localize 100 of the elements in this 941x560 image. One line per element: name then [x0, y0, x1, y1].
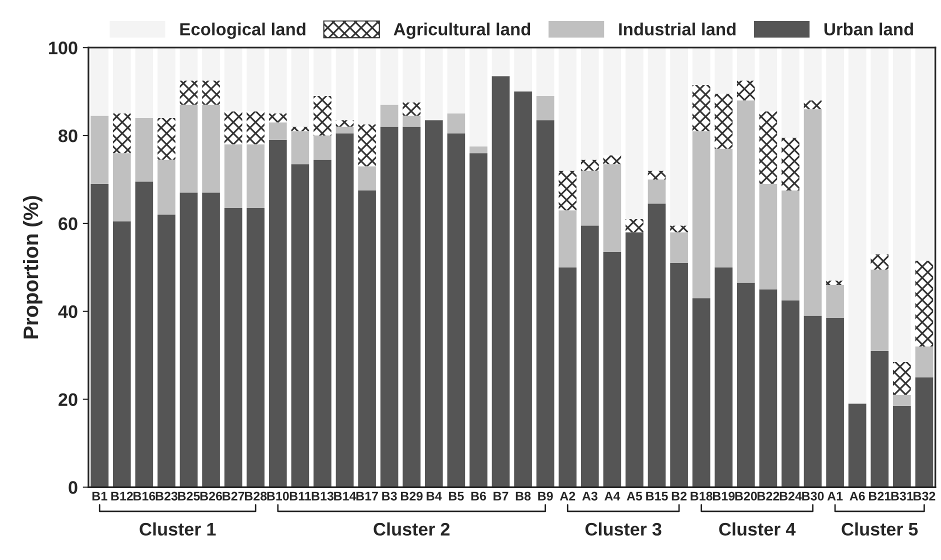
x-tick-label: B22	[758, 492, 780, 500]
x-tick-label: B17	[356, 492, 378, 500]
bar	[826, 318, 844, 488]
text: Cluster 3	[585, 522, 662, 536]
bar	[848, 404, 866, 488]
bar	[90, 184, 109, 488]
bar	[870, 254, 889, 270]
bar	[759, 48, 778, 112]
bar	[670, 226, 688, 232]
x-tick-label: A2	[560, 492, 576, 500]
bar	[447, 133, 466, 488]
bar	[714, 267, 733, 488]
bar	[158, 160, 176, 215]
bar	[759, 289, 778, 488]
bar	[893, 362, 911, 395]
bar	[492, 76, 510, 488]
bar	[447, 114, 466, 134]
bar	[893, 394, 911, 406]
text: Cluster 2	[374, 522, 450, 536]
bar	[670, 232, 688, 264]
bar	[536, 96, 554, 120]
bar	[268, 140, 287, 488]
bar	[246, 48, 265, 112]
bar	[135, 118, 154, 182]
bar	[558, 267, 577, 488]
bar	[380, 126, 398, 488]
bar	[915, 260, 934, 347]
bar	[536, 48, 554, 96]
y-tick-label: 40	[58, 305, 78, 318]
bar	[402, 48, 421, 103]
bar	[424, 48, 443, 120]
x-tick-label: B31	[891, 492, 914, 501]
bar	[224, 208, 242, 488]
bar	[202, 192, 220, 488]
y-tick-label: 0	[68, 481, 78, 494]
bar	[112, 221, 131, 488]
x-tick-label: B2	[672, 492, 687, 500]
bar	[358, 48, 376, 125]
legend-label: Ecological land	[180, 22, 306, 39]
y-axis-title: Proportion (%)	[22, 196, 42, 338]
bar	[580, 48, 599, 160]
bar	[558, 170, 577, 210]
bar	[180, 192, 198, 488]
bar	[580, 160, 599, 171]
x-tick-label: B15	[646, 492, 668, 501]
bar	[291, 131, 310, 164]
bar	[358, 166, 376, 190]
bar	[580, 170, 599, 226]
bar	[915, 48, 934, 261]
bar	[112, 114, 131, 154]
bar	[135, 48, 154, 118]
x-tick-label: B12	[111, 492, 133, 500]
x-tick-label: B9	[538, 492, 553, 501]
bar	[336, 126, 354, 134]
x-tick-label: B7	[494, 492, 508, 500]
y-tick-label: 100	[49, 42, 78, 54]
bar	[714, 148, 733, 268]
text: Cluster 1	[140, 522, 216, 536]
x-tick-label: A5	[626, 492, 642, 501]
bar	[158, 118, 176, 160]
bar	[202, 48, 220, 81]
bar	[470, 48, 488, 147]
bar	[447, 48, 466, 114]
bar	[358, 190, 376, 488]
bar	[402, 102, 421, 116]
bar	[626, 232, 644, 488]
bar	[915, 346, 934, 378]
bar	[336, 48, 354, 120]
bar	[291, 164, 310, 488]
bar	[314, 48, 332, 96]
x-tick-label: B11	[290, 492, 311, 500]
x-tick-label: B32	[914, 492, 936, 501]
bar	[314, 160, 332, 488]
bar	[648, 48, 666, 171]
y-tick-label: 20	[58, 393, 78, 406]
bar	[670, 263, 688, 488]
x-tick-label: B19	[713, 492, 735, 501]
x-tick-label: B3	[382, 492, 397, 501]
x-tick-label: B16	[134, 492, 156, 501]
x-tick-label: B30	[802, 492, 824, 501]
x-tick-label: A1	[827, 492, 843, 500]
bar	[492, 48, 510, 76]
bar	[714, 94, 733, 149]
bar	[314, 136, 332, 160]
x-tick-label: B14	[334, 492, 356, 500]
bar	[603, 155, 622, 164]
x-tick-label: B21	[869, 492, 891, 500]
bar	[848, 48, 866, 404]
bar	[358, 124, 376, 166]
bar	[782, 48, 800, 138]
bar	[603, 252, 622, 488]
bar	[180, 80, 198, 105]
x-tick-label: A4	[604, 492, 620, 500]
bar	[870, 350, 889, 488]
text: Cluster 5	[842, 522, 918, 536]
bar	[268, 48, 287, 114]
bar	[759, 111, 778, 184]
legend-label: Agricultural land	[394, 22, 530, 39]
bar	[224, 111, 242, 144]
bar	[580, 226, 599, 488]
